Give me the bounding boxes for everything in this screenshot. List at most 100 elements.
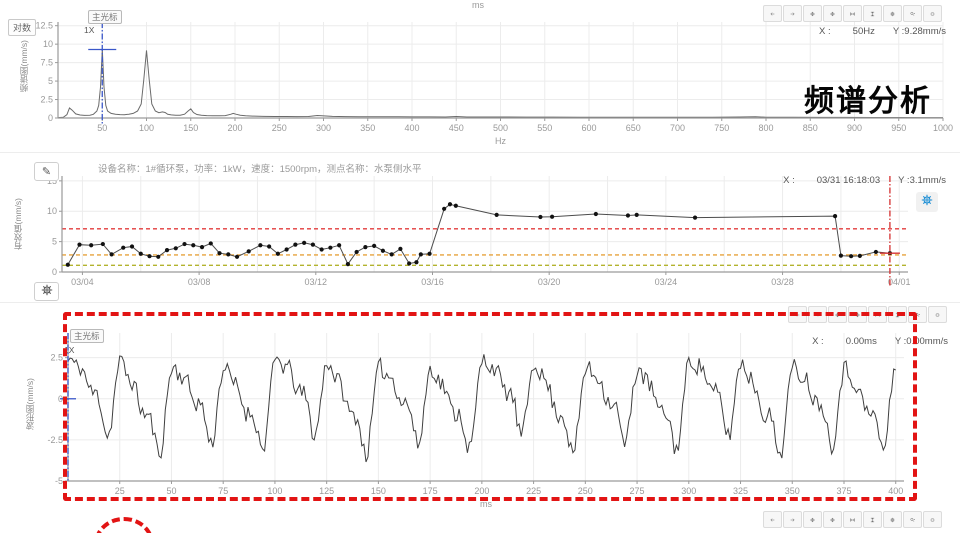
move-cross-1-button[interactable]: [803, 511, 822, 528]
data-point[interactable]: [634, 212, 639, 217]
settings-button[interactable]: [883, 511, 902, 528]
expand-y-button[interactable]: [888, 306, 907, 323]
zoom-select-button[interactable]: [903, 511, 922, 528]
data-point[interactable]: [173, 246, 178, 251]
data-point[interactable]: [258, 243, 263, 248]
move-cross-2-button[interactable]: [823, 5, 842, 22]
settings-button[interactable]: [883, 5, 902, 22]
data-point[interactable]: [234, 254, 240, 259]
data-point[interactable]: [208, 241, 213, 246]
data-point[interactable]: [164, 248, 170, 253]
data-point[interactable]: [129, 244, 135, 249]
data-point[interactable]: [447, 202, 453, 207]
trend-chart[interactable]: 03/04 03/08 03/12 03/16 03/20 03/24 03/28 04/01…: [28, 168, 926, 298]
waveform-plot[interactable]: 25 50 75 100 125 150 175 200 225 250 275 300 325 350 3…: [36, 323, 920, 509]
data-point[interactable]: [414, 260, 419, 265]
data-point[interactable]: [345, 262, 350, 267]
data-point[interactable]: [156, 254, 161, 259]
data-point[interactable]: [182, 241, 187, 247]
data-point[interactable]: [549, 214, 555, 219]
data-point[interactable]: [453, 203, 458, 208]
waveform-chart[interactable]: 25 50 75 100 125 150 175 200 225 250 275 300 325 350 3…: [36, 323, 920, 509]
data-point[interactable]: [284, 247, 289, 252]
data-point[interactable]: [191, 243, 196, 248]
trend-plot[interactable]: 03/04 03/08 03/12 03/16 03/20 03/24 03/28 04/01…: [28, 168, 926, 298]
data-point[interactable]: [147, 254, 152, 259]
readout-y-value: Y :3.1mm/s: [898, 175, 946, 186]
data-point[interactable]: [427, 251, 432, 256]
zoom-select-button[interactable]: [908, 306, 927, 323]
data-point[interactable]: [138, 251, 143, 256]
back-button[interactable]: [788, 306, 807, 323]
log-scale-button[interactable]: 对数: [8, 19, 37, 36]
spectrum-main-cursor-tag[interactable]: 主光标: [88, 10, 122, 24]
data-point[interactable]: [354, 249, 359, 255]
data-point[interactable]: [226, 252, 231, 257]
trend-settings-button[interactable]: [916, 192, 938, 212]
data-point[interactable]: [407, 261, 412, 266]
data-point[interactable]: [217, 251, 222, 256]
data-point[interactable]: [319, 247, 324, 252]
forward-button[interactable]: [808, 306, 827, 323]
edit-button[interactable]: ✎: [34, 162, 59, 181]
expand-x-button[interactable]: [843, 511, 862, 528]
data-point[interactable]: [398, 246, 403, 252]
expand-y-icon: [895, 312, 900, 317]
data-point[interactable]: [838, 253, 844, 258]
data-point[interactable]: [77, 242, 82, 247]
data-point[interactable]: [372, 243, 377, 248]
spectrum-chart[interactable]: 50 100 150 200 250 300 350 400 450 500 550 600 650 70…: [28, 14, 956, 146]
data-point[interactable]: [538, 214, 543, 220]
data-point[interactable]: [442, 206, 447, 211]
reset-button[interactable]: [928, 306, 947, 323]
data-point[interactable]: [857, 253, 862, 258]
move-cross-2-button[interactable]: [823, 511, 842, 528]
back-button[interactable]: [763, 5, 782, 22]
zoom-select-button[interactable]: [903, 5, 922, 22]
data-point[interactable]: [275, 251, 280, 256]
data-point[interactable]: [418, 252, 423, 257]
data-point[interactable]: [692, 215, 698, 220]
expand-y-button[interactable]: [863, 5, 882, 22]
data-point[interactable]: [625, 213, 631, 218]
data-point[interactable]: [389, 252, 394, 257]
data-point[interactable]: [199, 244, 205, 250]
x-tick-label: 1000: [933, 123, 953, 133]
expand-x-button[interactable]: [868, 306, 887, 323]
expand-x-button[interactable]: [843, 5, 862, 22]
data-point[interactable]: [121, 245, 126, 250]
data-point[interactable]: [246, 249, 251, 254]
expand-x-icon: [875, 312, 880, 317]
data-point[interactable]: [65, 262, 70, 267]
x-axis-unit-label: Hz: [495, 136, 506, 146]
reset-button[interactable]: [923, 511, 942, 528]
reset-button[interactable]: [923, 5, 942, 22]
history-settings-button[interactable]: [34, 282, 59, 301]
data-point[interactable]: [363, 244, 368, 250]
data-point[interactable]: [109, 252, 114, 257]
data-point[interactable]: [328, 245, 333, 250]
forward-button[interactable]: [783, 5, 802, 22]
data-point[interactable]: [832, 214, 838, 219]
forward-button[interactable]: [783, 511, 802, 528]
data-point[interactable]: [494, 212, 499, 217]
data-point[interactable]: [100, 241, 105, 247]
data-point[interactable]: [89, 243, 94, 248]
data-point[interactable]: [337, 243, 342, 248]
move-cross-1-button[interactable]: [828, 306, 847, 323]
move-cross-1-button[interactable]: [803, 5, 822, 22]
data-point[interactable]: [302, 240, 307, 245]
expand-y-button[interactable]: [863, 511, 882, 528]
spectrum-plot[interactable]: 50 100 150 200 250 300 350 400 450 500 550 600 650 70…: [28, 14, 956, 146]
spectrum-cursor-readout: X : 50Hz Y :9.28mm/s: [819, 26, 946, 37]
data-point[interactable]: [267, 244, 272, 249]
data-point[interactable]: [873, 249, 879, 255]
data-point[interactable]: [593, 211, 598, 217]
waveform-main-cursor-tag[interactable]: 主光标: [70, 329, 104, 343]
data-point[interactable]: [849, 254, 854, 259]
data-point[interactable]: [380, 248, 385, 253]
move-cross-2-button[interactable]: [848, 306, 867, 323]
data-point[interactable]: [293, 242, 298, 247]
data-point[interactable]: [310, 242, 315, 247]
back-button[interactable]: [763, 511, 782, 528]
